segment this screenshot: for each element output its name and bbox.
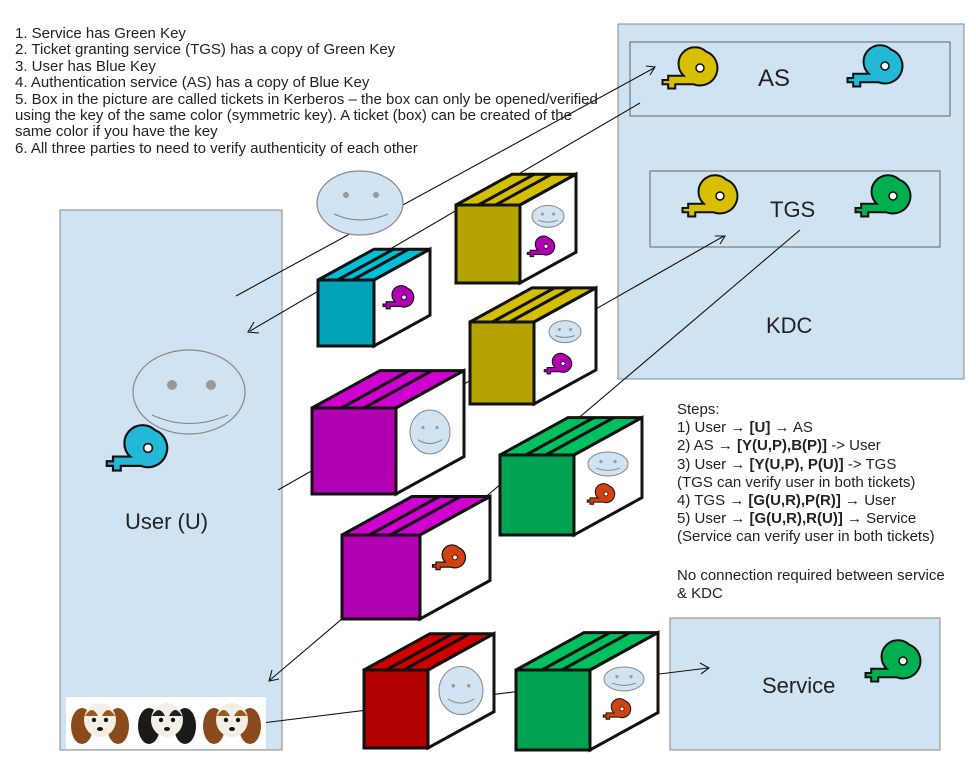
note-item: 3. User has Blue Key [15,57,156,75]
ticket-box-magenta-1 [310,368,466,497]
step-line: (TGS can verify user in both tickets) [677,474,957,492]
service-label: Service [762,673,835,698]
note-item: 6. All three parties to need to verify a… [15,139,418,157]
kdc-label: KDC [766,313,813,338]
ticket-box-green-1 [498,415,644,538]
step-line: 2) AS → [Y(U,P),B(P)] -> User [677,437,957,455]
blue-key-icon [99,415,177,493]
step-line: (Service can verify user in both tickets… [677,528,957,546]
ticket-box-red [362,631,496,751]
steps-footer: No connection required between service &… [677,566,945,602]
ticket-box-green-2 [514,630,660,753]
ticket-box-gold-2 [468,285,598,407]
arrow-user-to-as [235,67,655,297]
step-text: → Service [842,510,917,528]
step-text: → AS [770,419,813,437]
user-panel [59,209,283,751]
ticket-box-magenta-2 [340,493,492,622]
step-line: 5) User → [G(U,R),R(U)] → Service [677,510,957,528]
face-icon [531,204,565,228]
step-text: (TGS can verify user in both tickets) [677,473,916,491]
face-icon [603,666,645,692]
ticket-key-icon [379,280,419,320]
step-line: 1) User → [U] → AS [677,419,957,437]
ticket-box-cyan [316,246,432,349]
steps-panel: Steps: 1) User → [U] → AS 2) AS → [Y(U,P… [677,401,957,603]
step-message: [Y(U,P),B(P)] [737,437,828,455]
step-text: 4) TGS → [677,492,749,510]
user-face-icon [132,349,246,435]
ticket-key-icon [428,539,471,582]
step-line: 3) User → [Y(U,P), P(U)] -> TGS [677,456,957,474]
step-text: 2) AS → [677,437,738,455]
step-text: 1) User → [677,419,750,437]
face-icon [548,320,582,344]
ticket-key-icon [523,231,559,267]
note-item: 2. Ticket granting service (TGS) has a c… [15,41,396,59]
user-identity-face-icon [316,170,404,236]
arrow-as-to-user [249,102,641,332]
tgs-label: TGS [770,197,815,222]
step-message: [G(U,R),P(R)] [748,492,841,510]
step-text: → User [840,492,896,510]
puppies-image [66,697,266,749]
step-text: 5) User → [677,510,750,528]
ticket-key-icon [599,694,635,730]
step-text: 3) User → [677,455,750,473]
note-item: 5. Box in the picture are called tickets… [15,90,598,141]
note-item: 1. Service has Green Key [15,25,186,42]
as-label: AS [758,65,790,92]
step-line: 4) TGS → [G(U,R),P(R)] → User [677,492,957,510]
green-key-service-icon [858,631,929,702]
ticket-key-icon [540,348,576,384]
step-text: -> User [827,437,881,455]
ticket-key-icon [583,479,619,515]
step-message: [U] [749,419,771,437]
ticket-box-gold-1 [454,171,578,286]
steps-title: Steps: [677,401,720,418]
step-text: -> TGS [843,455,897,473]
gold-key-as-icon [655,38,726,109]
face-icon [438,666,484,716]
assumption-notes: 1. Service has Green Key 2. Ticket grant… [15,25,605,157]
step-text: (Service can verify user in both tickets… [677,528,935,546]
step-message: [G(U,R),R(U)] [749,510,843,528]
face-icon [409,409,451,455]
face-icon [587,451,629,477]
note-item: 4. Authentication service (AS) has a cop… [15,74,370,92]
user-label: User (U) [125,509,208,534]
gold-key-tgs-icon [675,166,746,237]
step-message: [Y(U,P), P(U)] [749,455,844,473]
green-key-tgs-icon [848,166,919,237]
blue-key-as-icon [840,36,911,107]
